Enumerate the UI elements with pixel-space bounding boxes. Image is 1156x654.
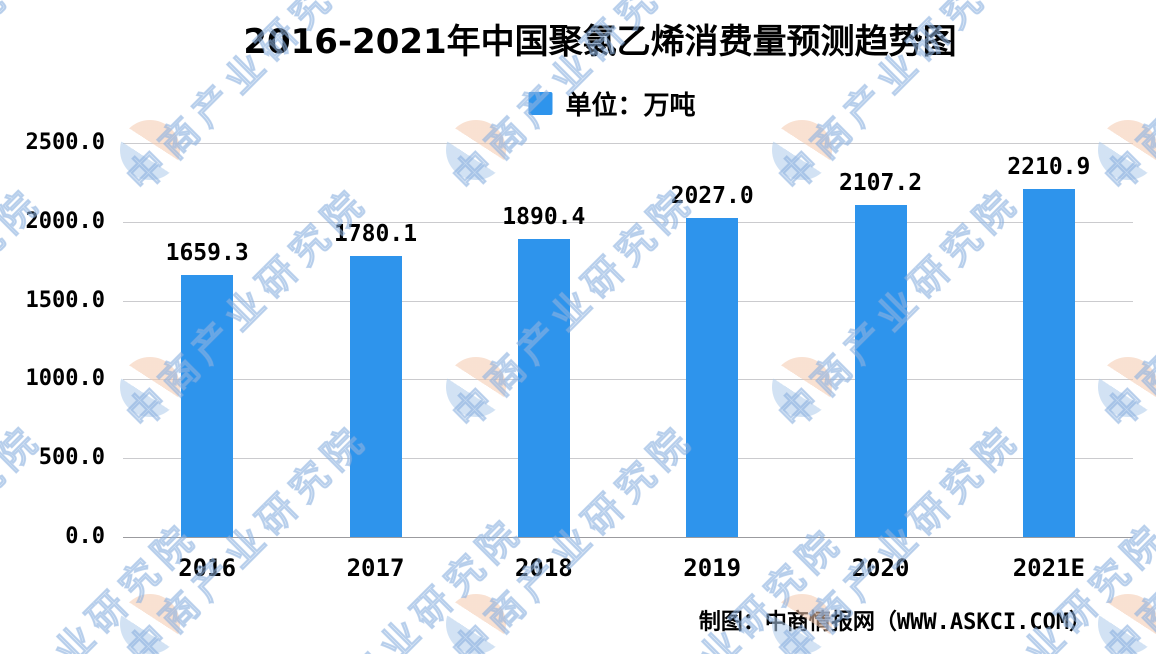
x-axis-label: 2016 [178, 554, 237, 582]
x-axis-line [123, 537, 1133, 538]
x-axis-label: 2020 [851, 554, 910, 582]
bar-2017 [349, 256, 402, 537]
x-axis-label: 2018 [514, 554, 573, 582]
bar-2016 [181, 275, 234, 537]
y-axis-tick-label: 2500.0 [25, 130, 105, 155]
gridline [123, 221, 1133, 223]
gridline [123, 379, 1133, 381]
bar-2021E [1022, 188, 1075, 537]
bar-value-label: 1890.4 [502, 204, 586, 231]
bar-2020 [854, 204, 907, 537]
y-axis-tick-label: 2000.0 [25, 208, 105, 234]
chart-title: 2016-2021年中国聚氯乙烯消费量预测趋势图 [243, 22, 957, 62]
legend-swatch-icon [528, 92, 553, 115]
x-axis-label: 2019 [683, 554, 742, 582]
y-axis-tick-label: 1500.0 [25, 287, 105, 313]
legend-label: 单位：万吨 [565, 91, 696, 121]
gridline [123, 143, 1133, 144]
gridline [123, 458, 1133, 460]
x-axis-label: 2021E [1012, 554, 1085, 582]
legend: 单位：万吨 [528, 85, 696, 122]
bar-value-label: 2107.2 [838, 169, 923, 196]
y-axis-tick-label: 500.0 [38, 445, 105, 471]
gridline [123, 300, 1133, 302]
y-axis-tick-label: 0.0 [65, 524, 105, 549]
source-credit: 制图：中商情报网（WWW.ASKCI.COM） [698, 610, 1092, 635]
bar-value-label: 2210.9 [1007, 153, 1091, 180]
y-axis-tick-label: 1000.0 [25, 366, 105, 392]
bar-value-label: 2027.0 [670, 182, 754, 209]
bar-2018 [517, 239, 570, 537]
bar-2019 [686, 217, 739, 537]
x-axis-label: 2017 [346, 554, 405, 582]
bar-value-label: 1780.1 [333, 221, 418, 248]
bar-value-label: 1659.3 [165, 240, 249, 267]
